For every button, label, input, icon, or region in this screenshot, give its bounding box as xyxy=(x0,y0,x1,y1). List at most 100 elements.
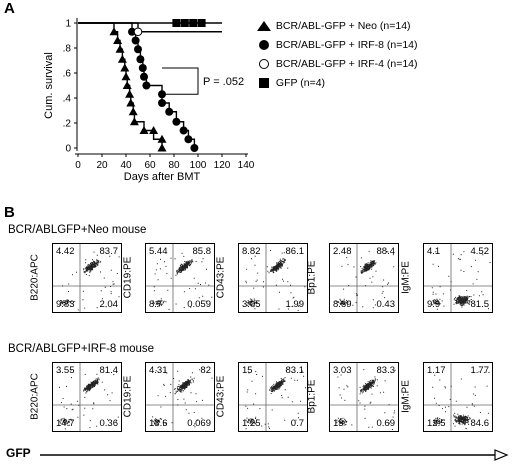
quadrant-value-ll: 12.5 xyxy=(427,418,446,429)
quadrant-value-ur: 83.3 xyxy=(376,365,396,376)
flow-ylabel: Bp1:PE xyxy=(306,260,318,295)
flow-scatter xyxy=(330,363,398,431)
x-tick-label: 0 xyxy=(75,160,81,171)
square-icon xyxy=(255,77,273,89)
flow-ylabel: B220:APC xyxy=(29,373,41,420)
flow-ylabel: CD19:PE xyxy=(122,375,134,418)
x-tick-label: 120 xyxy=(214,160,231,171)
quadrant-value-lr: 1.99 xyxy=(285,299,305,310)
flow-scatter xyxy=(53,363,121,431)
cell-events xyxy=(59,369,119,430)
flow-ylabel: Bp1:PE xyxy=(306,379,318,414)
quadrant-value-lr: 0.43 xyxy=(376,299,396,310)
x-tick-label: 20 xyxy=(96,160,108,171)
data-point-triangle xyxy=(115,44,125,53)
quadrant-value-ul: 3.55 xyxy=(56,365,75,376)
legend-item-irf4: BCR/ABL-GFP + IRF-4 (n=14) xyxy=(255,58,418,74)
y-tick-label: .8 xyxy=(63,44,72,55)
flow-scatter xyxy=(424,363,492,431)
quadrant-value-lr: 2.04 xyxy=(99,299,119,310)
quadrant-value-ll: 9.9 xyxy=(427,299,441,310)
quadrant-value-ll: 9.83 xyxy=(56,299,75,310)
data-point-triangle xyxy=(149,126,159,134)
data-point-circle xyxy=(179,126,188,135)
data-point-open-circle xyxy=(133,27,143,37)
quadrant-value-ll: 1.25 xyxy=(242,418,261,429)
quadrant-value-ur: 4.52 xyxy=(470,246,490,257)
flow-plot: 5.44 85.8 8.7 0.059 xyxy=(145,243,215,313)
cell-events xyxy=(244,369,306,430)
quadrant-value-lr: 0.069 xyxy=(187,418,211,429)
quadrant-value-lr: 0.059 xyxy=(187,299,211,310)
flow-scatter xyxy=(239,363,307,431)
data-point-triangle xyxy=(122,81,132,89)
quadrant-value-ul: 15 xyxy=(242,365,253,376)
data-point-triangle xyxy=(121,72,131,81)
cell-events xyxy=(431,251,491,310)
x-tick-label: 80 xyxy=(168,160,180,171)
flow-ylabel: CD19:PE xyxy=(122,256,134,299)
data-point-triangle xyxy=(120,63,130,72)
data-point-triangle xyxy=(113,36,123,44)
legend-label-irf8: BCR/ABL-GFP + IRF-8 (n=14) xyxy=(275,39,418,52)
quadrant-value-ur: 86.1 xyxy=(285,246,305,257)
quadrant-value-lr: 0.36 xyxy=(99,418,119,429)
quadrant-value-ul: 4.42 xyxy=(56,246,75,257)
cell-events xyxy=(152,252,213,310)
open-circle-icon xyxy=(255,58,273,70)
cell-events xyxy=(245,250,306,311)
flow-plot: 3.55 81.4 14.7 0.36 xyxy=(52,362,122,432)
filled-circle-icon xyxy=(255,39,273,51)
data-point-triangle xyxy=(128,107,138,116)
data-point-triangle xyxy=(126,98,136,107)
quadrant-value-ul: 5.44 xyxy=(149,246,168,257)
x-tick-label: 40 xyxy=(120,160,132,171)
data-point-triangle xyxy=(125,89,135,98)
flow-plot: 4.42 83.7 9.83 2.04 xyxy=(52,243,122,313)
y-tick-label: .2 xyxy=(63,119,72,130)
y-axis-label: Cum. survival xyxy=(43,52,55,119)
y-tick-label: 1 xyxy=(65,19,71,30)
data-point-circle xyxy=(158,99,166,107)
quadrant-value-lr: 0.7 xyxy=(290,418,304,429)
flow-plot: 8.82 86.1 3.05 1.99 xyxy=(238,243,308,313)
data-point-triangle xyxy=(157,134,167,143)
flow-ylabel: CD43:PE xyxy=(215,375,227,418)
quadrant-value-ll: 14.7 xyxy=(56,418,75,429)
quadrant-value-ur: 88.4 xyxy=(376,246,396,257)
quadrant-value-ur: 83.7 xyxy=(99,246,119,257)
flow-scatter xyxy=(146,363,214,431)
legend-item-gfp: GFP (n=4) xyxy=(255,77,325,93)
group-title-irf8: BCR/ABLGFP+IRF-8 mouse xyxy=(8,343,155,355)
data-point-circle xyxy=(190,144,199,152)
data-point-circle xyxy=(172,117,181,126)
legend-item-neo: BCR/ABL-GFP + Neo (n=14) xyxy=(255,20,411,36)
data-point-circle xyxy=(131,36,140,45)
group-title-neo: BCR/ABLGFP+Neo mouse xyxy=(8,224,147,236)
flow-ylabel: IgM:PE xyxy=(400,380,412,413)
quadrant-value-lr: 84.6 xyxy=(470,418,490,429)
gfp-arrow-icon xyxy=(40,449,509,461)
flow-scatter xyxy=(53,244,121,312)
survival-chart: 0 20 40 60 80 100 120 140 0 .2 .4 .6 .8 1 Days after B… xyxy=(43,18,255,183)
legend-label-neo: BCR/ABL-GFP + Neo (n=14) xyxy=(275,20,411,33)
data-point-circle xyxy=(138,64,147,72)
data-point-circle xyxy=(140,72,148,81)
quadrant-value-ul: 4.31 xyxy=(149,365,168,376)
quadrant-value-ul: 2.48 xyxy=(333,246,352,257)
cell-events xyxy=(59,251,120,311)
legend-label-irf4: BCR/ABL-GFP + IRF-4 (n=14) xyxy=(275,58,418,71)
data-point-triangle xyxy=(117,54,127,63)
triangle-icon xyxy=(255,20,273,32)
legend-label-gfp: GFP (n=4) xyxy=(275,77,326,90)
quadrant-value-ll: 8.7 xyxy=(149,299,163,310)
flow-scatter xyxy=(146,244,214,312)
panel-a-letter: A xyxy=(4,0,15,17)
quadrant-value-lr: 81.5 xyxy=(470,299,490,310)
data-point-triangle xyxy=(109,27,119,36)
data-point-circle xyxy=(128,27,136,36)
flow-plot: 15 83.1 1.25 0.7 xyxy=(238,362,308,432)
data-point-square xyxy=(180,19,189,27)
quadrant-value-ul: 1.17 xyxy=(427,365,446,376)
panel-b-letter: B xyxy=(4,204,15,221)
